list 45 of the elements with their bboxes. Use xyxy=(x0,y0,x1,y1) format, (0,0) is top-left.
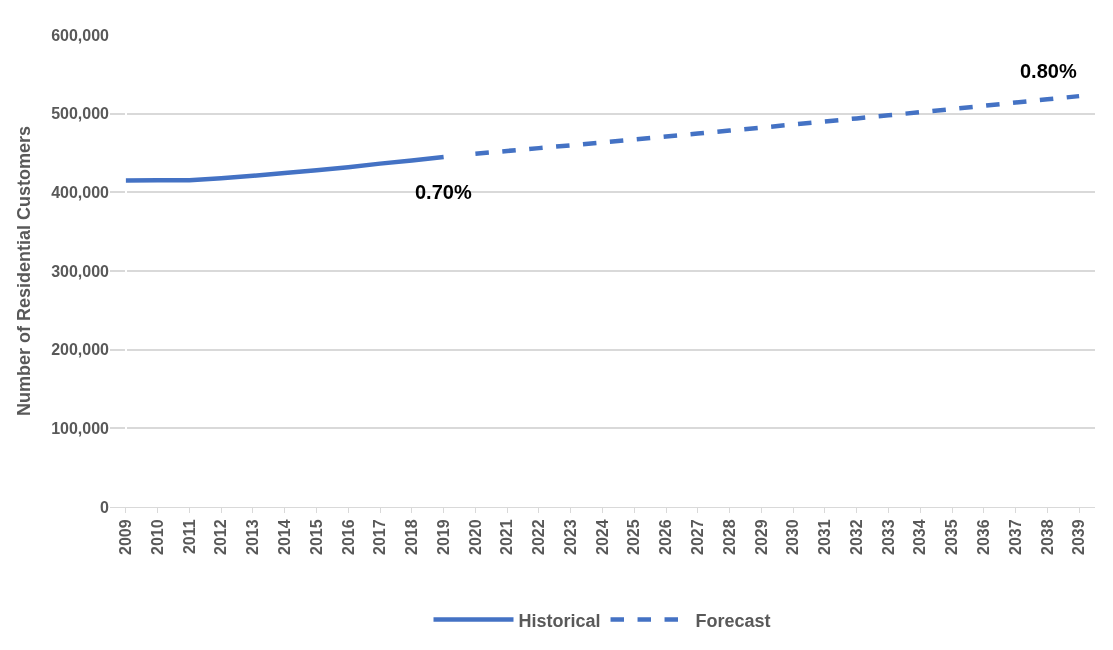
x-tick-label: 2028 xyxy=(720,519,738,555)
y-tick-label: 0 xyxy=(100,498,110,516)
y-tick-label: 600,000 xyxy=(51,26,110,44)
x-tick-label: 2034 xyxy=(911,519,929,555)
x-tick-label: 2036 xyxy=(974,519,992,555)
x-tick-label: 2017 xyxy=(371,519,389,555)
x-tick-label: 2037 xyxy=(1006,519,1024,555)
x-tick-label: 2031 xyxy=(816,519,834,555)
annotation: 0.80% xyxy=(1020,60,1077,82)
x-tick-label: 2033 xyxy=(879,519,897,555)
x-tick-label: 2009 xyxy=(117,519,135,555)
x-tick-label: 2023 xyxy=(561,519,579,555)
x-tick-label: 2025 xyxy=(625,519,643,555)
x-tick-label: 2029 xyxy=(752,519,770,555)
x-tick-label: 2010 xyxy=(148,519,166,555)
x-tick-label: 2038 xyxy=(1038,519,1056,555)
x-tick-label: 2021 xyxy=(498,519,516,555)
x-tick-label: 2020 xyxy=(466,519,484,555)
annotation: 0.70% xyxy=(415,181,472,203)
legend-label: Historical xyxy=(518,610,601,631)
y-tick-label: 500,000 xyxy=(51,105,110,123)
x-tick-label: 2012 xyxy=(212,519,230,555)
x-tick-label: 2015 xyxy=(307,519,325,555)
y-axis-title: Number of Residential Customers xyxy=(14,125,35,417)
x-tick-label: 2030 xyxy=(784,519,802,555)
y-tick-label: 300,000 xyxy=(51,262,110,280)
x-tick-label: 2039 xyxy=(1070,519,1088,555)
x-tick-label: 2032 xyxy=(847,519,865,555)
x-tick-label: 2024 xyxy=(593,519,611,555)
x-tick-label: 2026 xyxy=(657,519,675,555)
legend-label: Forecast xyxy=(695,610,771,631)
x-tick-label: 2014 xyxy=(275,519,293,555)
x-tick-label: 2035 xyxy=(943,519,961,555)
x-tick-label: 2018 xyxy=(403,519,421,555)
y-tick-label: 100,000 xyxy=(51,419,110,437)
line-series xyxy=(473,93,1082,157)
x-tick-label: 2011 xyxy=(180,519,198,555)
x-tick-label: 2019 xyxy=(434,519,452,555)
x-tick-label: 2016 xyxy=(339,519,357,555)
y-tick-label: 400,000 xyxy=(51,183,110,201)
x-tick-label: 2027 xyxy=(689,519,707,555)
y-tick-label: 200,000 xyxy=(51,341,110,359)
x-tick-label: 2013 xyxy=(244,519,262,555)
x-tick-label: 2022 xyxy=(530,519,548,555)
line-series xyxy=(123,154,446,183)
